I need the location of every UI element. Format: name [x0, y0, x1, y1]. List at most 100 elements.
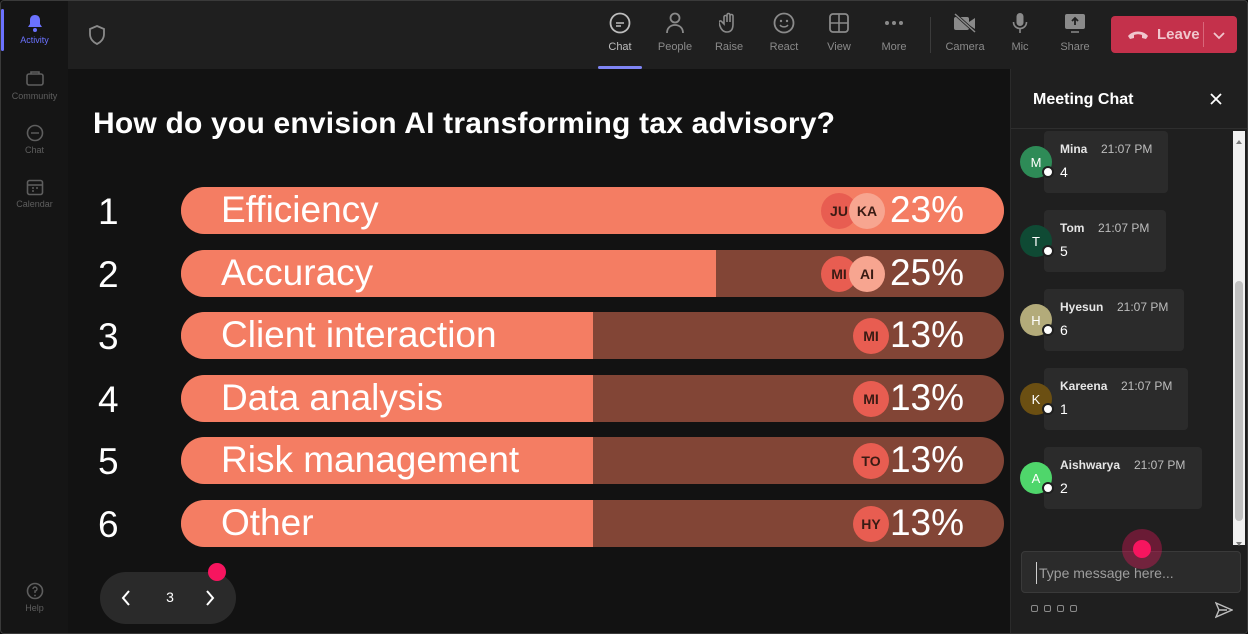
message-text: 6	[1060, 322, 1068, 338]
toolbar-label: React	[769, 41, 799, 53]
chat-message: Aishwarya 21:07 PM 2	[1044, 447, 1202, 509]
rail-item-community[interactable]: Community	[1, 69, 68, 101]
rail-item-help[interactable]: Help	[1, 581, 68, 613]
poll-stage: How do you envision AI transforming tax …	[68, 69, 1010, 633]
option-percent: 13%	[889, 439, 964, 480]
sender-avatar: M	[1020, 146, 1054, 178]
leave-button[interactable]: Leave	[1111, 16, 1237, 53]
voter-avatar: HY	[853, 505, 889, 542]
message-time: 21:07 PM	[1121, 379, 1173, 393]
toolbar-raise-button[interactable]: Raise	[702, 11, 756, 63]
option-bar-fill	[181, 312, 593, 359]
option-number: 6	[98, 503, 119, 545]
phone-hangup-icon	[1127, 28, 1149, 42]
toolbar-react-button[interactable]: React	[757, 11, 811, 63]
message-sender: Mina	[1060, 142, 1088, 156]
pager: 3	[100, 563, 236, 624]
option-number: 1	[98, 191, 119, 232]
chat-input-box[interactable]	[1021, 551, 1241, 593]
gif-icon[interactable]	[1070, 605, 1077, 612]
avatar-initial: A	[1031, 470, 1041, 486]
message-text: 2	[1060, 480, 1068, 496]
send-icon[interactable]	[1214, 601, 1234, 619]
toolbar-label: Chat	[608, 41, 632, 53]
toolbar-more-button[interactable]: More	[867, 11, 921, 63]
option-bar-fill	[181, 437, 593, 484]
community-icon	[25, 69, 45, 89]
avatar-initial: M	[1030, 154, 1042, 170]
shield-icon[interactable]	[88, 25, 108, 47]
pointer-marker	[1122, 529, 1162, 569]
presence-status-icon	[1042, 482, 1054, 494]
scroll-up-arrow-icon[interactable]	[1235, 133, 1243, 144]
chat-divider	[1011, 128, 1247, 129]
sender-avatar: H	[1020, 304, 1054, 336]
leave-divider	[1203, 22, 1204, 47]
toolbar-mic-button[interactable]: Mic	[993, 11, 1047, 63]
sender-avatar: A	[1020, 462, 1054, 494]
option-percent: 13%	[889, 376, 964, 418]
close-icon[interactable]	[1208, 91, 1224, 107]
emoji-icon[interactable]	[1057, 605, 1064, 612]
chat-message: Tom 21:07 PM 5	[1044, 210, 1166, 272]
option-bar: Accuracy MI AI 25%	[181, 249, 1004, 297]
meeting-chat-panel: Meeting Chat Mina 21:07 PM 4 M Tom 21:07 PM 5 T…	[1010, 69, 1247, 633]
help-icon	[25, 581, 45, 601]
chat-panel-title: Meeting Chat	[1033, 91, 1134, 108]
poll-option-row: 4 Data analysis MI 13%	[68, 374, 1010, 423]
voter-avatar: TO	[853, 443, 889, 479]
toolbar-view-button[interactable]: View	[812, 11, 866, 63]
toolbar-people-button[interactable]: People	[648, 11, 702, 63]
rail-item-chat[interactable]: Chat	[1, 123, 68, 155]
option-bar: Other HY 13%	[181, 499, 1004, 547]
chevron-down-icon[interactable]	[1211, 27, 1227, 43]
meeting-toolbar: Chat People Raise React View	[68, 1, 1247, 69]
rail-item-label: Chat	[24, 145, 44, 155]
mic-icon	[1008, 11, 1032, 35]
message-time: 21:07 PM	[1134, 458, 1186, 472]
option-label: Risk management	[221, 439, 520, 480]
format-icon[interactable]	[1031, 605, 1038, 612]
option-bar-fill	[181, 499, 593, 547]
chat-icon	[25, 123, 45, 143]
toolbar-label: More	[881, 41, 907, 53]
toolbar-label: Camera	[945, 41, 985, 53]
camera-off-icon	[953, 11, 977, 35]
sender-avatar: K	[1020, 383, 1054, 415]
attach-icon[interactable]	[1044, 605, 1051, 612]
poll-option-row: 6 Other HY 13%	[68, 499, 1010, 548]
message-text: 1	[1060, 401, 1068, 417]
rail-item-activity[interactable]: Activity	[1, 9, 68, 51]
option-percent: 23%	[889, 189, 964, 230]
people-icon	[663, 11, 687, 35]
option-number: 4	[98, 378, 119, 420]
hand-icon	[717, 11, 741, 35]
voter-avatar: MI	[853, 380, 889, 417]
toolbar-chat-button[interactable]: Chat	[593, 11, 647, 69]
toolbar-label: Mic	[1011, 41, 1029, 53]
toolbar-camera-button[interactable]: Camera	[938, 11, 992, 63]
chat-scrollbar[interactable]	[1233, 131, 1245, 546]
chevron-right-icon[interactable]	[200, 588, 220, 608]
toolbar-divider	[930, 17, 931, 53]
toolbar-label: View	[827, 41, 851, 53]
message-sender: Aishwarya	[1060, 458, 1121, 472]
chat-message-input[interactable]	[1036, 562, 1226, 584]
scroll-down-arrow-icon[interactable]	[1235, 535, 1243, 546]
poll-option-row: 2 Accuracy MI AI 25%	[68, 249, 1010, 298]
avatar-initial: K	[1031, 391, 1041, 407]
option-bar: Efficiency JU KA 23%	[181, 187, 1004, 234]
chevron-left-icon[interactable]	[116, 588, 136, 608]
scroll-thumb[interactable]	[1235, 281, 1243, 521]
grid-icon	[827, 11, 851, 35]
option-number: 3	[98, 316, 119, 357]
chat-message: Hyesun 21:07 PM 6	[1044, 289, 1184, 351]
option-number: 5	[98, 441, 119, 482]
toolbar-share-button[interactable]: Share	[1048, 11, 1102, 63]
rail-item-label: Community	[11, 91, 58, 101]
rail-item-calendar[interactable]: Calendar	[1, 177, 68, 209]
poll-option-row: 5 Risk management TO 13%	[68, 437, 1010, 485]
rail-item-label: Help	[25, 603, 44, 613]
voter-avatar: MI	[853, 318, 889, 354]
